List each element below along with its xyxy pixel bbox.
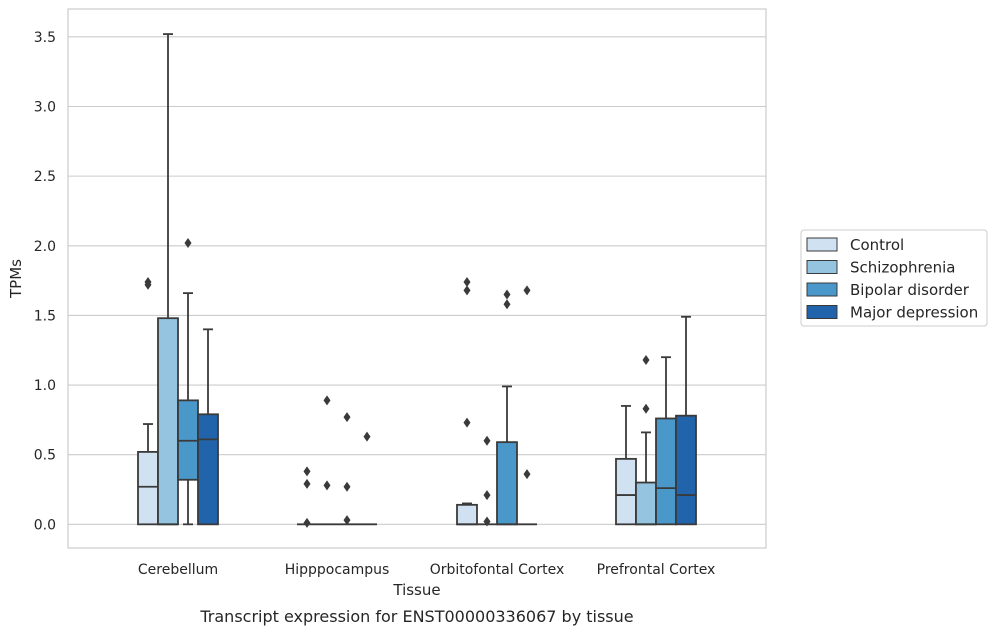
outlier-point [503,299,511,310]
y-tick-label: 2.0 [34,239,56,255]
outlier-point [523,285,531,296]
outlier-point [463,417,471,428]
outlier-point [503,289,511,300]
outlier-point [642,354,650,365]
box-iqr [157,317,179,526]
y-tick-label: 2.5 [34,169,56,185]
outlier-point [303,478,311,489]
legend: Control Schizophrenia Bipolar disorder Majo… [800,229,988,327]
box-bipolar-disorder [177,237,199,526]
box-control [297,466,317,528]
box-iqr [197,413,219,526]
box-bipolar-disorder [655,356,677,526]
x-tick-label: Hipppocampus [285,562,390,578]
outlier-point [303,466,311,477]
box-schizophrenia [317,395,337,526]
legend-entry-label: Schizophrenia [850,259,955,277]
legend-entry-label: Major depression [850,304,978,322]
x-tick-label: Cerebellum [138,562,218,578]
plot-area-frame [67,8,767,549]
x-axis-ticks: Cerebellum Hipppocampus Orbitofontal Corte… [138,562,715,578]
outlier-point [343,412,351,423]
outlier-point [463,276,471,287]
outlier-point [184,237,192,248]
outlier-point [483,490,491,501]
x-tick-label: Prefrontal Cortex [597,562,716,578]
legend-entry-label: Control [850,236,904,254]
y-axis-label: TPMs [7,259,25,299]
legend-entry-label: Bipolar disorder [850,281,970,299]
box-bipolar-disorder [337,412,357,526]
box-iqr [675,414,697,526]
outlier-point [483,435,491,446]
y-tick-label: 1.5 [34,308,56,324]
box-iqr [635,481,657,526]
box-control [456,276,478,526]
outlier-point [642,403,650,414]
outlier-point [323,480,331,491]
x-tick-label: Orbitofontal Cortex [430,562,565,578]
box-iqr [496,441,518,526]
outlier-point [463,285,471,296]
box-iqr [456,503,478,526]
y-axis-ticks: 0.0 0.5 1.0 1.5 2.0 2.5 3.0 3.5 [34,30,56,533]
y-tick-label: 0.5 [34,448,56,464]
y-tick-label: 0.0 [34,517,56,533]
legend-swatch [806,282,838,297]
boxes [137,33,697,528]
box-bipolar-disorder [496,289,518,526]
chart-caption: Transcript expression for ENST0000033606… [199,607,633,626]
legend-frame [800,229,988,327]
outlier-point [343,481,351,492]
box-iqr [615,457,637,526]
outlier-point [363,431,371,442]
y-tick-label: 1.0 [34,378,56,394]
box-iqr [655,417,677,526]
x-axis-label: Tissue [392,581,440,599]
outlier-point [483,516,491,527]
box-schizophrenia [477,435,497,527]
y-tick-label: 3.0 [34,99,56,115]
box-schizophrenia [635,354,657,526]
box-major-depression [197,328,219,526]
box-major-depression [517,285,537,526]
box-schizophrenia [157,33,179,526]
legend-swatch [806,237,838,252]
outlier-point [303,517,311,528]
legend-swatch [806,305,838,319]
box-iqr [137,450,159,526]
outlier-point [523,469,531,480]
y-tick-label: 3.5 [34,30,56,46]
legend-swatch [806,260,838,274]
outlier-point [144,276,152,287]
box-major-depression [357,431,377,526]
outlier-point [323,395,331,406]
box-major-depression [675,315,697,526]
box-control [137,276,159,526]
box-control [615,405,637,526]
outlier-point [343,515,351,526]
